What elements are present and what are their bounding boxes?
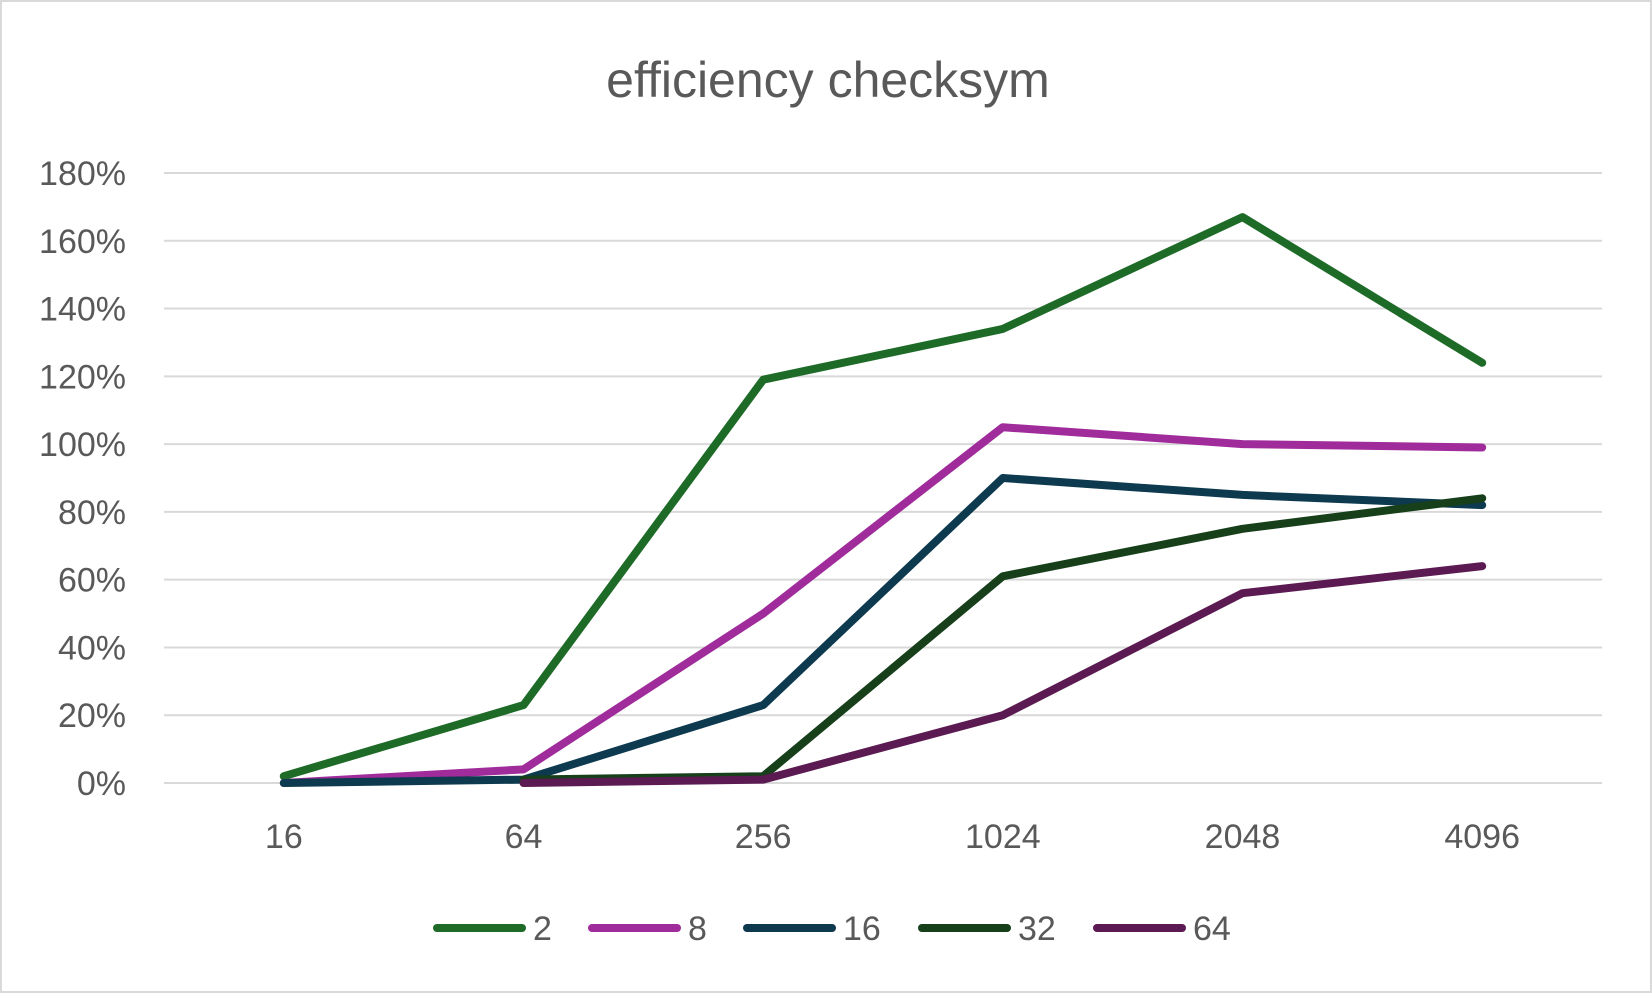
series-line-2 bbox=[279, 213, 1487, 781]
series-line-8 bbox=[279, 423, 1487, 787]
chart-title: efficiency checksym bbox=[606, 52, 1050, 108]
legend-label: 16 bbox=[843, 910, 881, 948]
y-tick-label: 20% bbox=[58, 697, 126, 735]
legend-label: 32 bbox=[1018, 910, 1056, 948]
y-tick-label: 60% bbox=[58, 562, 126, 600]
legend-entry-2: 2 bbox=[433, 910, 552, 948]
series-line-16 bbox=[279, 474, 1487, 787]
y-tick-label: 0% bbox=[77, 765, 126, 803]
y-tick-label: 180% bbox=[39, 155, 126, 193]
legend-entry-64: 64 bbox=[1093, 910, 1231, 948]
legend: 2 8 16 32 64 bbox=[433, 910, 1231, 948]
series-line-64 bbox=[519, 562, 1487, 787]
y-tick-label: 100% bbox=[39, 426, 126, 464]
y-axis-tick-labels: 0% 20% 40% 60% 80% 100% 120% 140% 160% 180% bbox=[39, 155, 126, 803]
x-tick-label: 2048 bbox=[1205, 818, 1281, 856]
y-tick-label: 120% bbox=[39, 358, 126, 396]
legend-entry-32: 32 bbox=[918, 910, 1056, 948]
legend-entry-8: 8 bbox=[588, 910, 707, 948]
legend-label: 2 bbox=[533, 910, 552, 948]
x-tick-label: 256 bbox=[735, 818, 792, 856]
series-lines bbox=[279, 213, 1487, 787]
x-tick-label: 4096 bbox=[1444, 818, 1520, 856]
x-tick-label: 64 bbox=[505, 818, 543, 856]
x-tick-label: 16 bbox=[265, 818, 303, 856]
gridlines bbox=[164, 172, 1602, 784]
legend-entry-16: 16 bbox=[743, 910, 881, 948]
legend-label: 64 bbox=[1193, 910, 1231, 948]
y-tick-label: 140% bbox=[39, 291, 126, 329]
y-tick-label: 80% bbox=[58, 494, 126, 532]
y-tick-label: 40% bbox=[58, 629, 126, 667]
y-tick-label: 160% bbox=[39, 223, 126, 261]
legend-label: 8 bbox=[688, 910, 707, 948]
x-tick-label: 1024 bbox=[965, 818, 1041, 856]
x-axis-tick-labels: 16 64 256 1024 2048 4096 bbox=[265, 818, 1520, 856]
